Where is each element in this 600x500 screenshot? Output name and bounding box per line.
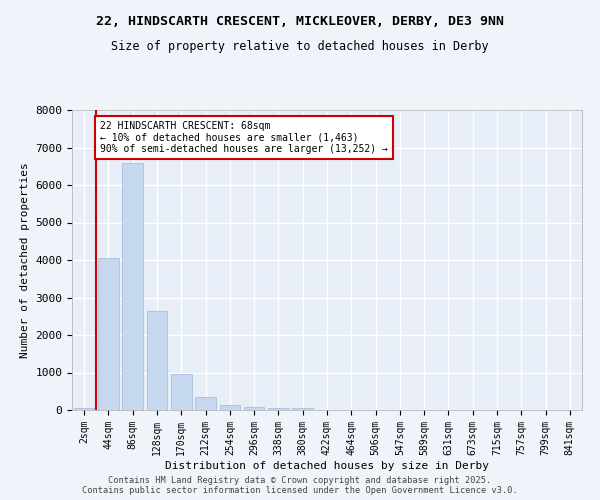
Bar <box>74 408 94 410</box>
Bar <box>171 374 191 410</box>
Text: Contains HM Land Registry data © Crown copyright and database right 2025.
Contai: Contains HM Land Registry data © Crown c… <box>82 476 518 495</box>
Bar <box>292 408 313 410</box>
Bar <box>244 408 265 410</box>
Y-axis label: Number of detached properties: Number of detached properties <box>20 162 30 358</box>
Text: Size of property relative to detached houses in Derby: Size of property relative to detached ho… <box>111 40 489 53</box>
Bar <box>220 405 240 410</box>
X-axis label: Distribution of detached houses by size in Derby: Distribution of detached houses by size … <box>165 460 489 470</box>
Bar <box>122 162 143 410</box>
Text: 22, HINDSCARTH CRESCENT, MICKLEOVER, DERBY, DE3 9NN: 22, HINDSCARTH CRESCENT, MICKLEOVER, DER… <box>96 15 504 28</box>
Bar <box>146 310 167 410</box>
Text: 22 HINDSCARTH CRESCENT: 68sqm
← 10% of detached houses are smaller (1,463)
90% o: 22 HINDSCARTH CRESCENT: 68sqm ← 10% of d… <box>100 121 388 154</box>
Bar <box>268 408 289 410</box>
Bar <box>195 397 216 410</box>
Bar <box>98 258 119 410</box>
